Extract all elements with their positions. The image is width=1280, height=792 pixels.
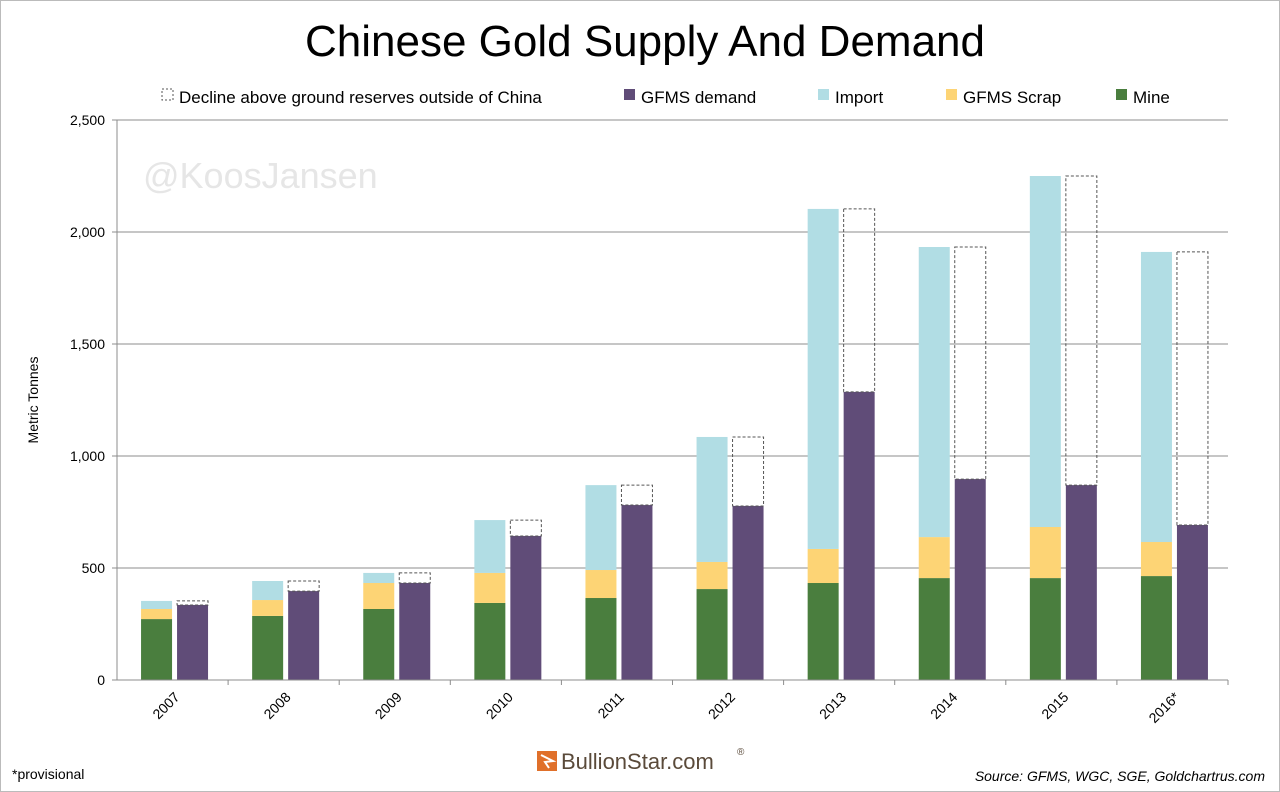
legend-label: GFMS Scrap — [963, 88, 1061, 107]
footnote: *provisional — [12, 766, 84, 782]
legend-swatch — [818, 89, 829, 100]
bar-gfms-scrap — [807, 548, 839, 584]
bar-gfms-scrap — [363, 583, 395, 609]
y-tick-label: 2,500 — [70, 112, 105, 128]
bar-mine — [807, 583, 839, 680]
bar-import — [474, 520, 506, 573]
legend-label: GFMS demand — [641, 88, 756, 107]
bar-mine — [363, 608, 395, 680]
bar-decline-reserves — [176, 600, 209, 606]
bar-gfms-demand — [177, 604, 209, 680]
bars — [141, 175, 1209, 680]
bar-gfms-scrap — [1140, 542, 1172, 577]
legend-label: Import — [835, 88, 883, 107]
bar-gfms-demand — [954, 479, 986, 680]
bar-gfms-scrap — [696, 561, 728, 590]
bar-mine — [918, 578, 950, 680]
bar-decline-reserves — [509, 519, 542, 537]
bar-mine — [252, 615, 284, 680]
legend-swatch — [624, 89, 635, 100]
bar-mine — [585, 598, 617, 680]
bar-decline-reserves — [1065, 175, 1098, 486]
watermark: @KoosJansen — [143, 155, 378, 196]
x-tick-label: 2010 — [483, 689, 516, 722]
bar-gfms-demand — [1176, 524, 1208, 680]
bar-gfms-demand — [621, 505, 653, 680]
legend-label: Decline above ground reserves outside of… — [179, 88, 542, 107]
bar-import — [585, 485, 617, 571]
bar-import — [1029, 176, 1061, 528]
bar-decline-reserves — [954, 246, 987, 480]
bullionstar-logo: BullionStar.com ® — [537, 747, 745, 774]
bar-decline-reserves — [843, 208, 876, 393]
bar-decline-reserves — [287, 580, 320, 592]
logo-text: BullionStar.com — [561, 749, 714, 774]
y-tick-label: 0 — [97, 672, 105, 688]
bar-mine — [474, 602, 506, 680]
bar-decline-reserves — [398, 572, 431, 584]
bar-gfms-scrap — [252, 600, 284, 616]
bar-gfms-scrap — [1029, 527, 1061, 579]
legend-swatch — [1116, 89, 1127, 100]
bar-gfms-demand — [399, 583, 431, 680]
source-note: Source: GFMS, WGC, SGE, Goldchartrus.com — [975, 768, 1266, 784]
bar-gfms-demand — [843, 391, 875, 680]
y-tick-label: 1,500 — [70, 336, 105, 352]
bar-gfms-scrap — [918, 537, 950, 579]
bar-mine — [1140, 576, 1172, 680]
bar-import — [1140, 251, 1172, 543]
svg-text:®: ® — [737, 747, 745, 758]
y-tick-label: 1,000 — [70, 448, 105, 464]
x-tick-label: 2013 — [816, 689, 849, 722]
legend: Decline above ground reserves outside of… — [161, 88, 1170, 107]
bar-decline-reserves — [620, 484, 653, 506]
x-tick-label: 2012 — [705, 689, 738, 722]
y-tick-label: 500 — [82, 560, 106, 576]
bar-import — [141, 600, 173, 609]
legend-label: Mine — [1133, 88, 1170, 107]
chart-title: Chinese Gold Supply And Demand — [305, 17, 985, 66]
bar-gfms-demand — [1065, 485, 1097, 680]
bar-import — [252, 580, 284, 601]
x-tick-label: 2008 — [260, 689, 293, 722]
bar-gfms-demand — [732, 505, 764, 680]
bar-import — [918, 247, 950, 538]
bar-decline-reserves — [1176, 251, 1209, 526]
x-tick-label: 2016* — [1145, 688, 1183, 726]
bar-mine — [1029, 578, 1061, 680]
x-tick-label: 2015 — [1038, 689, 1071, 722]
bar-decline-reserves — [732, 436, 765, 507]
bar-gfms-demand — [510, 535, 542, 680]
legend-swatch — [161, 88, 174, 101]
x-tick-label: 2007 — [149, 689, 182, 722]
y-axis-label: Metric Tonnes — [25, 357, 41, 444]
bar-gfms-demand — [288, 591, 320, 680]
bar-gfms-scrap — [474, 572, 506, 603]
bar-mine — [141, 619, 173, 680]
bar-mine — [696, 589, 728, 680]
bar-import — [363, 572, 395, 584]
bar-gfms-scrap — [585, 570, 617, 599]
bar-import — [696, 436, 728, 562]
y-tick-label: 2,000 — [70, 224, 105, 240]
x-tick-label: 2011 — [594, 689, 627, 722]
x-tick-label: 2014 — [927, 689, 960, 722]
bar-gfms-scrap — [141, 608, 173, 620]
x-tick-label: 2009 — [372, 689, 405, 722]
bar-import — [807, 208, 839, 549]
legend-swatch — [946, 89, 957, 100]
